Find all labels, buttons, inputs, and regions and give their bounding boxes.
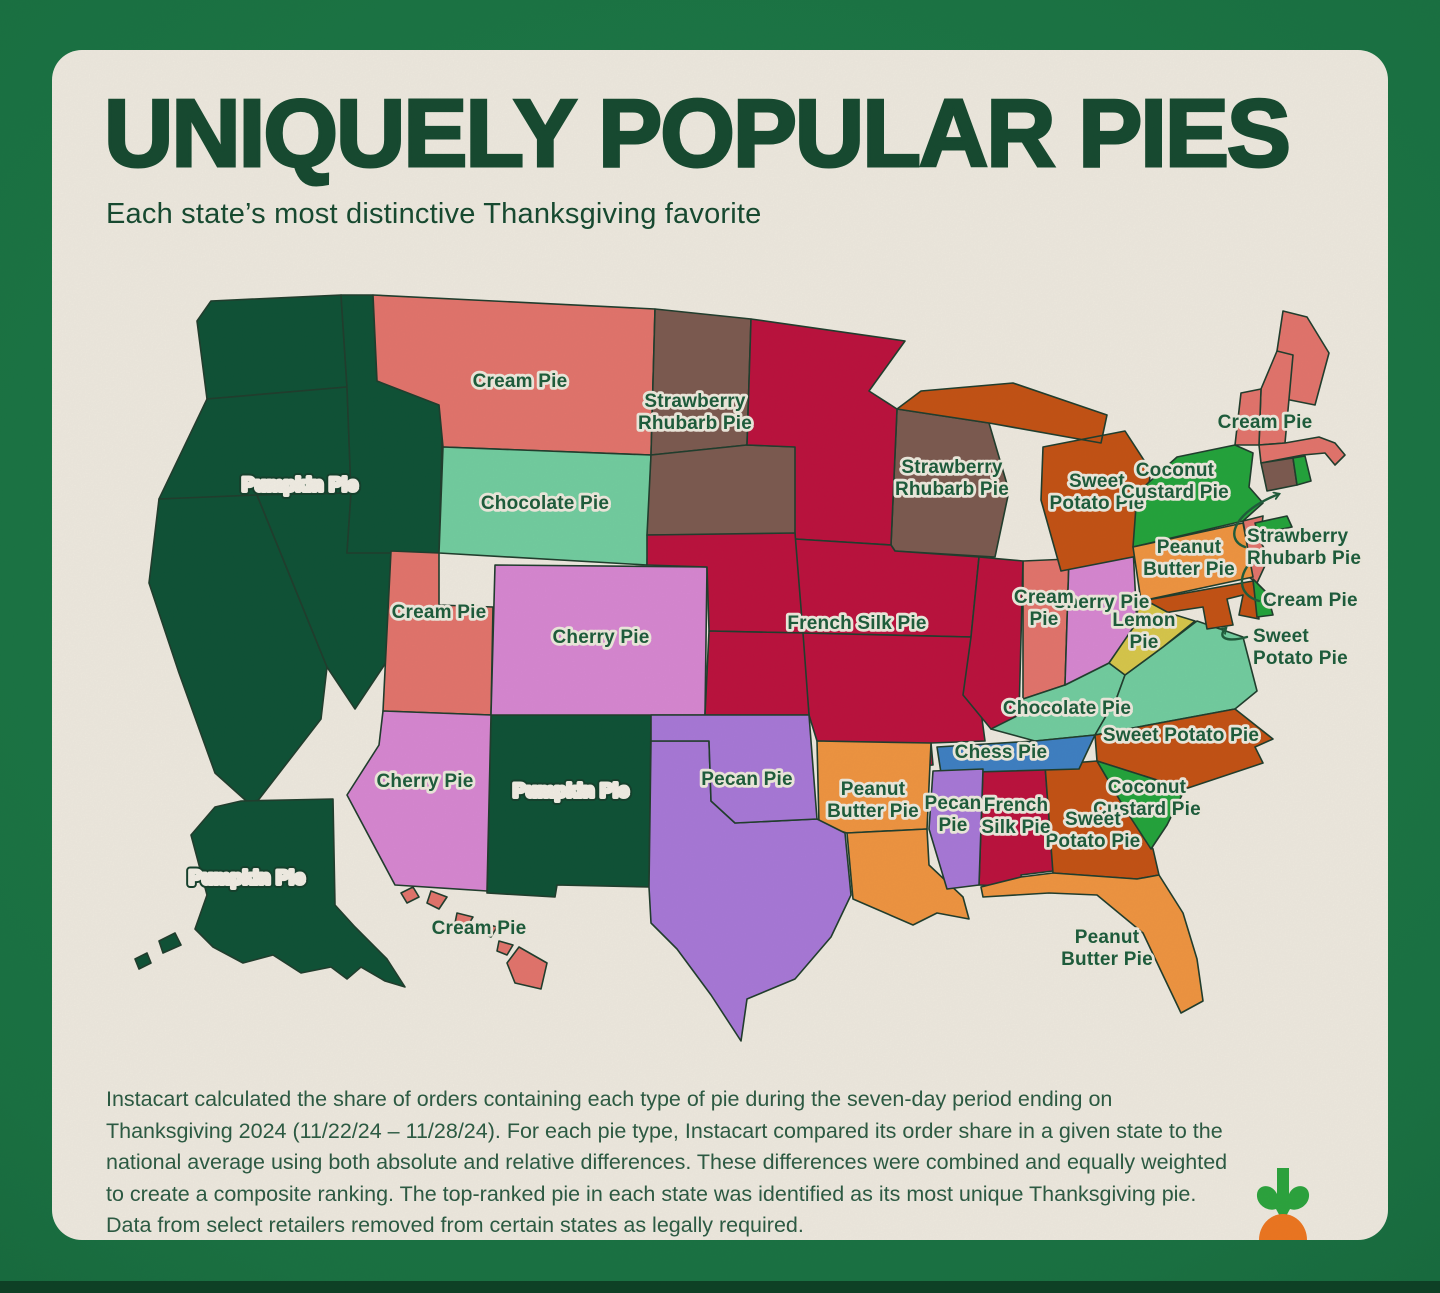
map-label-ct_callout: Strawberry Rhubarb Pie: [1247, 526, 1361, 569]
map-label-al: French Silk Pie: [981, 795, 1050, 838]
us-map-container: Pumpkin Pie Pumpkin Pie Cream Pie Cream Pie…: [95, 294, 1364, 1057]
map-label-az: Cherry Pie: [376, 771, 473, 792]
map-label-ny: Coconut Custard Pie: [1121, 460, 1229, 503]
state-ct: [1260, 457, 1298, 492]
map-label-nm: Pumpkin Pie: [513, 781, 629, 802]
page-subtitle: Each state’s most distinctive Thanksgivi…: [106, 198, 762, 230]
map-label-wy: Chocolate Pie: [481, 493, 609, 514]
us-pie-map: Pumpkin Pie Pumpkin Pie Cream Pie Cream Pie…: [134, 294, 1364, 1042]
map-label-kyva: Chocolate Pie: [1003, 698, 1131, 719]
methodology-footnote: Instacart calculated the share of orders…: [106, 1087, 1228, 1238]
instacart-carrot-logo: [1256, 1168, 1310, 1240]
map-label-mt: Cream Pie: [473, 371, 568, 392]
map-label-tn: Chess Pie: [955, 742, 1048, 763]
page-title: UNIQUELY POPULAR PIES: [103, 80, 1293, 187]
state-ks: [704, 630, 810, 716]
map-label-nc: Sweet Potato Pie: [1103, 725, 1259, 746]
map-label-central: French Silk Pie: [787, 613, 926, 634]
state-az: [346, 710, 492, 892]
map-label-md_callout: Sweet Potato Pie: [1253, 626, 1348, 669]
map-label-nj_callout: Cream Pie: [1263, 590, 1358, 611]
map-label-west: Pumpkin Pie: [242, 475, 358, 496]
state-wa: [196, 294, 348, 400]
map-label-ak: Pumpkin Pie: [189, 868, 305, 889]
map-label-pa: Peanut Butter Pie: [1143, 537, 1235, 580]
map-label-fl: Peanut Butter Pie: [1061, 927, 1153, 970]
map-label-ut: Cream Pie: [392, 602, 487, 623]
state-nm: [486, 714, 652, 898]
map-label-co: Cherry Pie: [552, 627, 649, 648]
map-label-wi: Strawberry Rhubarb Pie: [895, 457, 1009, 500]
map-label-arla: Peanut Butter Pie: [827, 779, 919, 822]
state-sd: [646, 444, 800, 536]
map-label-txok: Pecan Pie: [701, 769, 793, 790]
state-ut: [382, 550, 494, 716]
map-label-dakotas: Strawberry Rhubarb Pie: [638, 391, 752, 434]
bottom-dark-strip: [0, 1281, 1440, 1293]
state-ri: [1292, 455, 1312, 486]
infographic-panel: UNIQUELY POPULAR PIES Each state’s most …: [52, 50, 1388, 1240]
map-label-hi: Cream Pie: [432, 918, 527, 939]
map-label-necream: Cream Pie: [1218, 412, 1313, 433]
